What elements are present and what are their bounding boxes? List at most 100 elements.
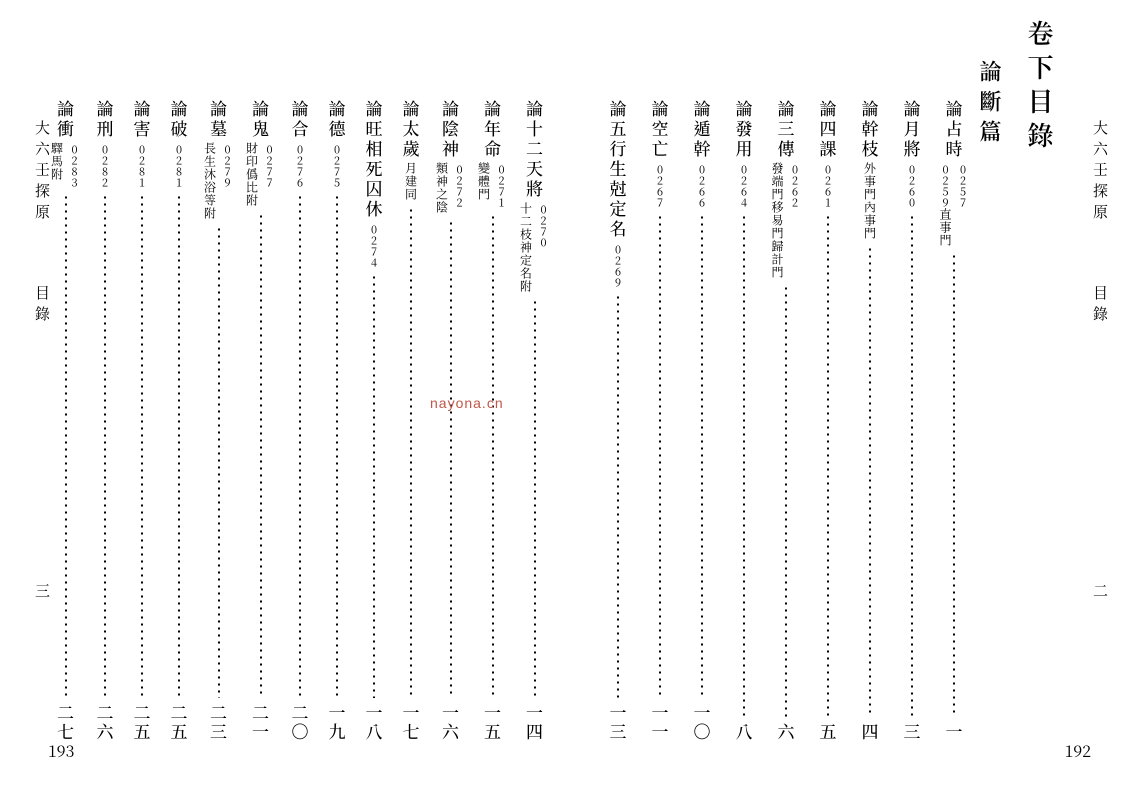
toc-entry-subs: 0272類神之陰 — [434, 162, 468, 214]
toc-entry-page: 二六 — [93, 704, 118, 742]
toc-code: 0260 — [904, 164, 920, 208]
toc-entry-page: 六 — [774, 723, 799, 742]
toc-entry-title: 論十二天將 — [522, 100, 547, 200]
toc-sublabel: 十二枝神定名附 — [518, 202, 535, 293]
toc-sublabel: 直事門 — [937, 208, 954, 247]
toc-subcol: 財印僞比附 — [244, 142, 261, 207]
toc-entry-title: 論占時 — [942, 100, 967, 160]
toc-code: 0281 — [171, 144, 187, 188]
toc-entry-subs: 外事門內事門 — [862, 162, 879, 240]
toc-entry-page: 一一 — [648, 704, 673, 742]
toc-subcol: 月建同 — [403, 162, 420, 201]
dot-leader — [141, 194, 143, 698]
toc-entry: 論鬼0277財印僞比附二一 — [246, 100, 276, 742]
toc-entry: 論德0275一九 — [325, 100, 350, 742]
toc-code: 0283 — [67, 144, 83, 188]
toc-entry-page: 三 — [900, 723, 925, 742]
dot-leader — [450, 220, 452, 698]
toc-sublabel: 發端門移易門歸計門 — [769, 162, 786, 279]
toc-subcol: 外事門內事門 — [862, 162, 879, 240]
running-sub: 目錄 — [1090, 285, 1111, 327]
toc-right: 論占時02570259直事門一論月將0260三論幹枝外事門內事門四論四課0261… — [600, 100, 970, 742]
toc-subcol: 0281 — [171, 142, 187, 188]
toc-entry-subs: 0270十二枝神定名附 — [518, 202, 552, 293]
toc-entry: 論幹枝外事門內事門四 — [855, 100, 885, 742]
toc-entry-page: 二〇 — [288, 704, 313, 742]
toc-entry: 論太歲月建同一七 — [399, 100, 424, 742]
toc-entry: 論衝0283驛馬附二七 — [51, 100, 81, 742]
toc-code: 0264 — [736, 164, 752, 208]
toc-entry-subs: 0262發端門移易門歸計門 — [769, 162, 803, 279]
toc-entry-page: 二一 — [248, 704, 273, 742]
page-cn-right: 二 — [1090, 583, 1111, 602]
toc-entry-title: 論月將 — [900, 100, 925, 160]
toc-entry-title: 論墓 — [206, 100, 231, 140]
watermark: nayona.cn — [430, 395, 504, 411]
toc-entry-title: 論太歲 — [399, 100, 424, 160]
toc-subcol: 0271 — [494, 162, 510, 208]
toc-sublabel: 財印僞比附 — [244, 142, 261, 207]
dot-leader — [617, 294, 619, 698]
dot-leader — [743, 214, 745, 717]
toc-entry-title: 論空亡 — [648, 100, 673, 160]
toc-entry-title: 論遁幹 — [690, 100, 715, 160]
toc-entry: 論陰神0272類神之陰一六 — [436, 100, 466, 742]
toc-entry: 論月將 0260 三 — [897, 100, 927, 742]
toc-sublabel: 變體門 — [476, 162, 493, 201]
toc-subcol: 0281 — [134, 142, 150, 188]
toc-code: 0269 — [610, 244, 626, 288]
toc-code: 0279 — [220, 144, 236, 188]
toc-entry-subs: 0271變體門 — [476, 162, 510, 208]
toc-entry: 論害 0281 二五 — [130, 100, 155, 742]
dot-leader — [492, 214, 494, 698]
dot-leader — [659, 214, 661, 698]
toc-entry-subs: 0269 — [610, 242, 626, 288]
headings: 卷下目錄 論斷篇 — [975, 20, 1059, 156]
toc-entry-title: 論幹枝 — [858, 100, 883, 160]
toc-entry: 論破0281二五 — [167, 100, 192, 742]
toc-entry: 論空亡0267一一 — [645, 100, 675, 742]
running-head-right: 大六壬探原 目錄 — [1090, 120, 1111, 327]
toc-entry-page: 二五 — [130, 704, 155, 742]
toc-code: 0275 — [329, 144, 345, 188]
toc-entry-subs: 0261 — [820, 162, 836, 208]
toc-entry-page: 一 — [942, 723, 967, 742]
toc-sublabel: 類神之陰 — [434, 162, 451, 214]
dot-leader — [911, 214, 913, 717]
toc-code: 0277 — [262, 144, 278, 188]
toc-entry-subs: 0279長生沐浴等附 — [202, 142, 236, 220]
toc-subcol: 0283 — [67, 142, 83, 188]
toc-sublabel: 外事門內事門 — [862, 162, 879, 240]
toc-code: 0282 — [97, 144, 113, 188]
dot-leader — [178, 194, 180, 698]
toc-entry-page: 一六 — [438, 704, 463, 742]
toc-entry: 論旺相死囚休0274一八 — [362, 100, 387, 742]
dot-leader — [65, 194, 67, 698]
toc-subcol: 0269 — [610, 242, 626, 288]
toc-entry-page: 一八 — [362, 704, 387, 742]
toc-subcol: 0272 — [452, 162, 468, 214]
toc-entry-title: 論衝 — [53, 100, 78, 140]
toc-entry-title: 論德 — [325, 100, 350, 140]
toc-subcol: 0277 — [262, 142, 278, 207]
toc-entry-title: 論四課 — [816, 100, 841, 160]
toc-subcol: 類神之陰 — [434, 162, 451, 214]
toc-subcol: 0262 — [787, 162, 803, 279]
toc-entry-title: 論害 — [130, 100, 155, 140]
toc-entry: 論合0276二〇 — [288, 100, 313, 742]
toc-entry: 論遁幹0266一〇 — [687, 100, 717, 742]
toc-subcol: 驛馬附 — [49, 142, 66, 188]
toc-entry-page: 五 — [816, 723, 841, 742]
dot-leader — [701, 214, 703, 698]
toc-subcol: 0282 — [97, 142, 113, 188]
toc-entry: 論墓0279長生沐浴等附二三 — [204, 100, 234, 742]
dot-leader — [218, 226, 220, 698]
toc-code: 0259 — [938, 164, 954, 208]
toc-code: 0257 — [955, 164, 971, 208]
toc-code: 0270 — [536, 204, 552, 248]
toc-subcol: 0276 — [292, 142, 308, 188]
toc-entry-subs: 0282 — [97, 142, 113, 188]
toc-subcol: 0279 — [220, 142, 236, 220]
toc-entry-title: 論刑 — [93, 100, 118, 140]
toc-entry-title: 論旺相死囚休 — [362, 100, 387, 220]
